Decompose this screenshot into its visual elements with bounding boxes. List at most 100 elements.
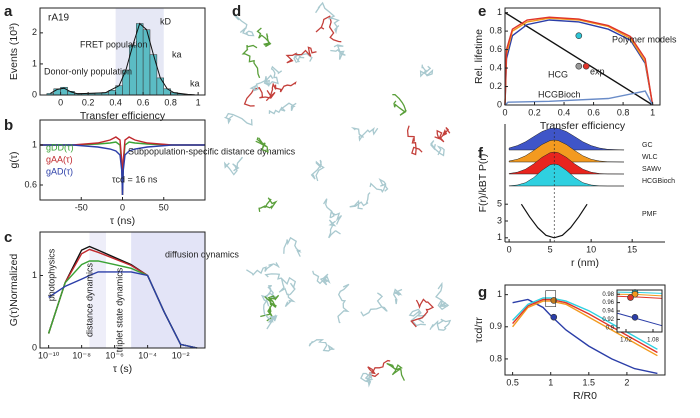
series-line — [504, 16, 654, 106]
x-tick-label: 0.2 — [82, 97, 95, 107]
histogram-bar — [136, 23, 144, 96]
x-tick-label: 0 — [507, 244, 512, 254]
molecule — [408, 308, 427, 327]
y-tick-label: 0.4 — [489, 62, 502, 72]
series-line — [616, 293, 663, 297]
y-tick-label: 0 — [32, 89, 37, 99]
y-tick-label: 1 — [497, 7, 502, 17]
molecule — [323, 198, 343, 225]
series-label: HCGBioch — [642, 178, 675, 185]
annotation: photophysics — [46, 248, 56, 301]
region — [131, 232, 205, 348]
annotation: τcd = 16 ns — [112, 174, 158, 184]
molecule — [256, 27, 272, 48]
histogram-bar — [149, 54, 158, 96]
molecule — [223, 156, 243, 176]
y-tick-label: 5 — [497, 199, 502, 209]
x-tick-label: 0 — [120, 202, 125, 212]
x-axis-label: Transfer efficiency — [540, 120, 626, 132]
molecule — [419, 64, 434, 78]
molecule — [243, 87, 276, 107]
series-line — [40, 144, 205, 196]
series-label: WLC — [642, 154, 658, 161]
data-point — [631, 313, 639, 321]
panel-label: e — [478, 3, 486, 20]
molecule — [264, 273, 297, 296]
distribution — [508, 163, 624, 187]
data-point — [627, 294, 634, 301]
panel-label: d — [232, 3, 241, 20]
y-tick-label: 1 — [32, 58, 37, 68]
y-tick-label: 0 — [32, 342, 37, 352]
molecule — [434, 127, 451, 143]
y-tick-label: 1 — [497, 232, 502, 242]
molecule — [283, 236, 302, 257]
molecule — [349, 192, 371, 210]
y-axis-label: g(τ) — [8, 152, 20, 169]
x-axis-label: τ (s) — [113, 363, 132, 375]
molecule — [278, 278, 296, 308]
molecule — [328, 219, 341, 239]
legend-label: gDD(τ) — [46, 142, 74, 152]
annotation: kD — [160, 16, 172, 26]
series-line — [616, 291, 663, 294]
x-tick-label: -50 — [75, 202, 88, 212]
distribution — [508, 139, 625, 163]
y-tick-label: 1 — [32, 139, 37, 149]
x-tick-label: 10⁻⁸ — [72, 350, 91, 360]
y-tick-label: 0.9 — [606, 325, 615, 331]
molecule — [392, 93, 407, 116]
molecule — [263, 298, 278, 330]
molecule — [258, 197, 278, 213]
annotation: ka — [172, 49, 182, 59]
y-tick-label: 0.9 — [489, 321, 502, 331]
molecule — [330, 44, 346, 60]
y-tick-label: 0.6 — [24, 179, 37, 189]
molecule — [308, 339, 335, 352]
molecule — [430, 140, 445, 157]
series-line — [504, 19, 654, 106]
annotation: HCGBioch — [538, 89, 581, 99]
distribution — [508, 127, 625, 151]
x-tick-label: 0.6 — [587, 107, 600, 117]
annotation: diffusion dynamics — [165, 249, 239, 259]
molecule — [310, 159, 325, 182]
x-axis-label: τ (ns) — [110, 215, 135, 227]
y-tick-label: 0.2 — [489, 81, 502, 91]
molecule — [255, 137, 269, 153]
histogram-bar — [156, 77, 164, 96]
panel-label: f — [478, 145, 484, 162]
y-axis-label: τcd/τr — [473, 317, 485, 343]
molecule — [263, 65, 283, 86]
series-line — [504, 17, 654, 106]
x-tick-label: 10⁻⁴ — [138, 350, 157, 360]
x-tick-label: 0.2 — [528, 107, 541, 117]
molecule — [406, 125, 423, 156]
molecule — [392, 288, 403, 305]
molecule — [266, 81, 297, 98]
annotation: triplet state dynamics — [114, 267, 124, 352]
series-line — [616, 295, 663, 299]
y-tick-label: 3 — [497, 215, 502, 225]
y-tick-label: 0.6 — [489, 44, 502, 54]
x-tick-label: 10 — [586, 244, 596, 254]
panel-label: g — [478, 284, 487, 301]
x-tick-label: 10⁻¹⁰ — [38, 350, 60, 360]
series-line — [48, 271, 198, 349]
x-tick-label: 0.4 — [109, 97, 122, 107]
molecule — [435, 281, 450, 311]
x-tick-label: 0.8 — [617, 107, 630, 117]
y-axis-label: F(r)/kBT P(r) — [477, 154, 489, 213]
molecule — [285, 46, 317, 64]
panel-label: b — [4, 117, 13, 134]
inset-marker — [545, 290, 557, 307]
x-tick-label: 1.02 — [620, 338, 632, 344]
x-tick-label: 1.5 — [583, 377, 596, 387]
y-tick-label: 0.96 — [602, 300, 614, 306]
annotation: Polymer models — [612, 34, 677, 44]
annotation: FRET population — [80, 39, 147, 49]
x-tick-label: 5 — [548, 244, 553, 254]
x-tick-label: 1 — [196, 97, 201, 107]
data-point — [575, 62, 583, 70]
molecule — [386, 362, 405, 381]
